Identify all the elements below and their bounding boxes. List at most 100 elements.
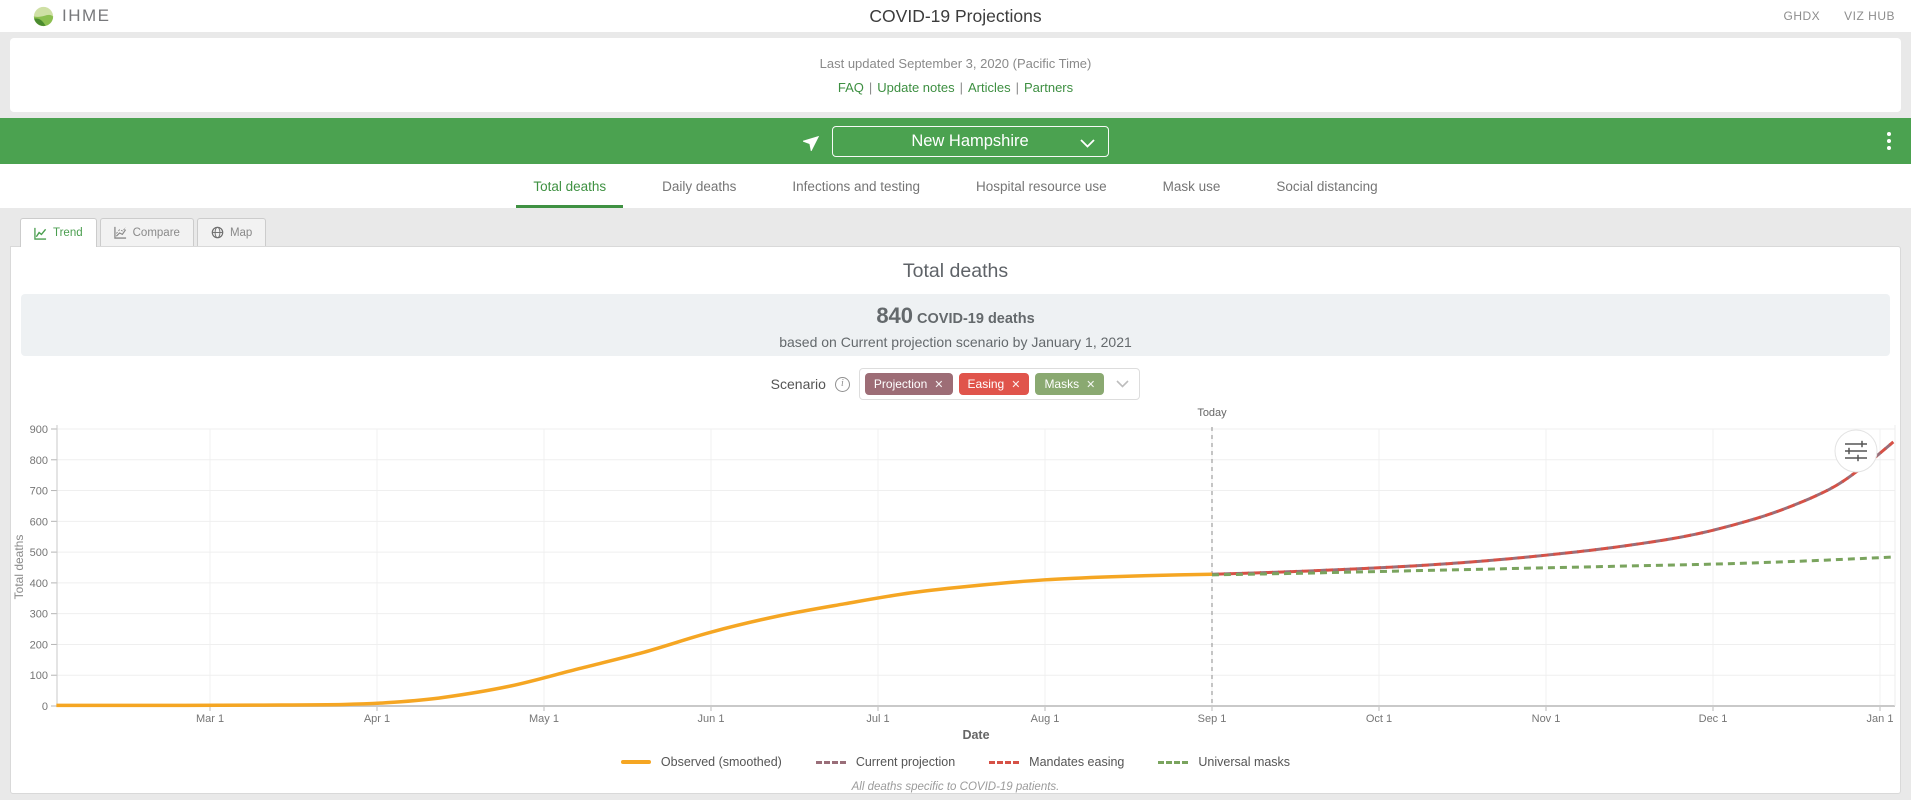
- view-tab-label: Trend: [53, 227, 83, 239]
- svg-text:Dec 1: Dec 1: [1699, 713, 1728, 725]
- tab-trend[interactable]: Trend: [20, 218, 97, 247]
- tab-hospital-resource-use[interactable]: Hospital resource use: [959, 164, 1124, 208]
- svg-text:500: 500: [30, 547, 48, 559]
- chevron-down-icon: [1116, 380, 1129, 388]
- stat-line2: based on Current projection scenario by …: [779, 334, 1132, 350]
- summary-stat-box: 840 COVID-19 deaths based on Current proj…: [21, 294, 1890, 356]
- tab-label: Infections and testing: [792, 178, 921, 194]
- svg-text:400: 400: [30, 578, 48, 590]
- location-selected: New Hampshire: [911, 131, 1029, 150]
- svg-text:Aug 1: Aug 1: [1031, 713, 1060, 725]
- legend-item[interactable]: Mandates easing: [989, 755, 1124, 769]
- legend-label: Mandates easing: [1029, 755, 1125, 769]
- total-deaths-chart: Mar 1 Apr 1 May 1 Jun 1 Jul 1 Aug 1 Sep 1 Oct 1…: [11, 405, 1900, 750]
- legend-item[interactable]: Observed (smoothed): [620, 755, 782, 769]
- content-area: Trend Compare Map Total deaths 840 COVID-…: [0, 208, 1911, 800]
- legend-line-sample: [815, 760, 846, 764]
- chip-masks[interactable]: Masks ✕: [1035, 373, 1105, 395]
- articles-link[interactable]: Articles: [967, 80, 1011, 95]
- separator: |: [868, 80, 873, 95]
- ihme-logo-icon: [33, 6, 54, 26]
- legend-label: Current projection: [855, 755, 956, 769]
- chip-easing[interactable]: Easing ✕: [958, 373, 1030, 395]
- stat-value: 840: [876, 303, 914, 328]
- tab-label: Mask use: [1162, 178, 1221, 194]
- remove-icon[interactable]: ✕: [1086, 378, 1096, 391]
- svg-text:200: 200: [30, 639, 48, 651]
- svg-text:Jul 1: Jul 1: [866, 713, 889, 725]
- tab-total-deaths[interactable]: Total deaths: [516, 164, 623, 208]
- locate-icon[interactable]: [802, 132, 822, 151]
- view-tabs: Trend Compare Map: [20, 218, 1901, 247]
- globe-icon: [211, 226, 224, 239]
- stat-line1: 840 COVID-19 deaths: [21, 303, 1890, 329]
- legend-label: Observed (smoothed): [660, 755, 782, 769]
- svg-text:Total deaths: Total deaths: [12, 535, 26, 600]
- location-bar: New Hampshire: [0, 118, 1911, 164]
- svg-text:May 1: May 1: [529, 713, 559, 725]
- kebab-menu-icon[interactable]: [1879, 127, 1899, 155]
- chip-projection[interactable]: Projection ✕: [864, 373, 953, 395]
- svg-text:Sep 1: Sep 1: [1198, 713, 1227, 725]
- metric-tabs: Total deaths Daily deaths Infections and…: [0, 164, 1911, 208]
- faq-link[interactable]: FAQ: [837, 80, 864, 95]
- ihme-logo[interactable]: IHME: [33, 0, 111, 32]
- tab-daily-deaths[interactable]: Daily deaths: [645, 164, 753, 208]
- chart-title: Total deaths: [902, 260, 1009, 282]
- ghdx-link[interactable]: GHDX: [1783, 9, 1821, 23]
- scenario-select[interactable]: Projection ✕ Easing ✕ Masks ✕: [858, 368, 1141, 400]
- svg-text:Jan 1: Jan 1: [1867, 713, 1894, 725]
- view-tab-label: Map: [229, 226, 253, 239]
- svg-text:300: 300: [30, 609, 48, 621]
- svg-text:Today: Today: [1197, 407, 1227, 419]
- scenario-row: Scenario i Projection ✕ Easing ✕ Masks ✕: [11, 368, 1900, 400]
- chip-label: Projection: [873, 377, 928, 391]
- vizhub-link[interactable]: VIZ HUB: [1844, 9, 1895, 23]
- legend-item[interactable]: Universal masks: [1158, 755, 1290, 769]
- chevron-down-icon: [1079, 138, 1095, 148]
- legend-item[interactable]: Current projection: [815, 755, 956, 769]
- page-title: COVID-19 Projections: [869, 5, 1042, 26]
- remove-icon[interactable]: ✕: [934, 378, 944, 391]
- tab-map[interactable]: Map: [196, 218, 267, 246]
- tab-infections-testing[interactable]: Infections and testing: [775, 164, 937, 208]
- svg-text:Oct 1: Oct 1: [1366, 713, 1392, 725]
- svg-text:Mar 1: Mar 1: [196, 713, 224, 725]
- svg-text:800: 800: [30, 455, 48, 467]
- chart-footnote: All deaths specific to COVID-19 patients…: [851, 781, 1060, 793]
- chart-canvas[interactable]: Mar 1 Apr 1 May 1 Jun 1 Jul 1 Aug 1 Sep 1 Oct 1…: [11, 405, 1910, 750]
- separator: |: [1015, 80, 1019, 95]
- tab-label: Social distancing: [1276, 178, 1378, 194]
- chart-legend: Observed (smoothed) Current projection Man…: [11, 752, 1900, 772]
- subheader-links: FAQ | Update notes | Articles | Partners: [10, 80, 1901, 95]
- svg-text:600: 600: [30, 516, 48, 528]
- compare-chart-icon: [113, 226, 126, 239]
- legend-label: Universal masks: [1198, 755, 1291, 769]
- info-icon[interactable]: i: [834, 376, 850, 392]
- partners-link[interactable]: Partners: [1024, 80, 1074, 95]
- svg-text:100: 100: [30, 670, 48, 682]
- chip-label: Masks: [1044, 377, 1080, 391]
- update-notes-link[interactable]: Update notes: [877, 80, 955, 95]
- location-select[interactable]: New Hampshire: [831, 125, 1109, 157]
- svg-text:Date: Date: [962, 728, 989, 742]
- subheader-card: Last updated September 3, 2020 (Pacific …: [10, 38, 1901, 112]
- top-header: IHME COVID-19 Projections GHDX VIZ HUB: [0, 0, 1911, 32]
- tab-mask-use[interactable]: Mask use: [1146, 164, 1238, 208]
- tab-label: Total deaths: [533, 178, 607, 194]
- remove-icon[interactable]: ✕: [1011, 378, 1021, 391]
- separator: |: [959, 80, 963, 95]
- svg-text:Jun 1: Jun 1: [698, 713, 725, 725]
- svg-text:900: 900: [30, 424, 48, 436]
- subheader-band: Last updated September 3, 2020 (Pacific …: [0, 32, 1911, 118]
- legend-line-sample: [1158, 760, 1189, 764]
- tab-social-distancing[interactable]: Social distancing: [1259, 164, 1394, 208]
- legend-line-sample: [989, 760, 1020, 764]
- stat-unit: COVID-19 deaths: [917, 311, 1035, 327]
- brand-name: IHME: [62, 6, 111, 25]
- svg-text:Nov 1: Nov 1: [1532, 713, 1561, 725]
- svg-text:700: 700: [30, 486, 48, 498]
- tab-compare[interactable]: Compare: [99, 218, 194, 246]
- svg-text:Apr 1: Apr 1: [364, 713, 390, 725]
- tab-label: Daily deaths: [662, 178, 737, 194]
